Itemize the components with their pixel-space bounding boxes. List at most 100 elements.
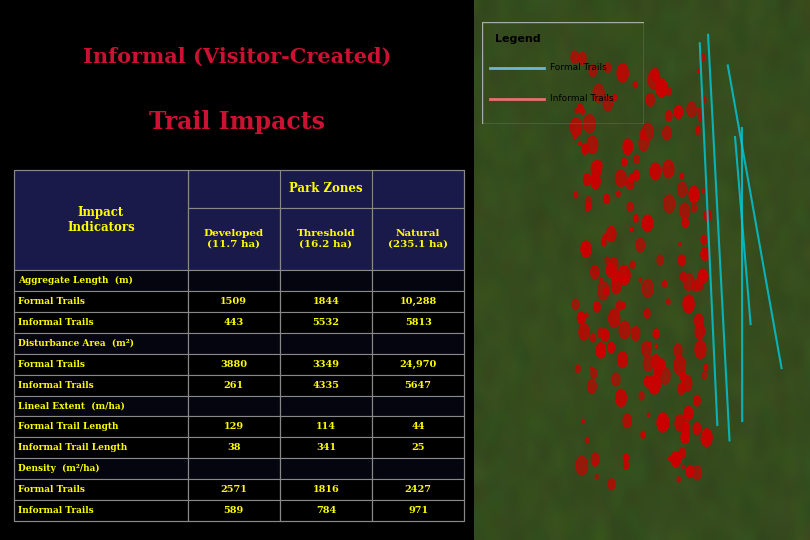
Circle shape: [570, 118, 582, 136]
Circle shape: [639, 392, 644, 400]
Circle shape: [642, 279, 653, 297]
Circle shape: [701, 235, 707, 245]
Circle shape: [639, 278, 642, 282]
Circle shape: [622, 158, 627, 166]
Circle shape: [590, 367, 592, 370]
Bar: [372, 416, 464, 437]
Circle shape: [617, 352, 628, 368]
Circle shape: [679, 242, 681, 246]
Text: Trail Impacts: Trail Impacts: [149, 110, 325, 133]
Circle shape: [612, 271, 618, 282]
Circle shape: [701, 247, 709, 261]
Circle shape: [702, 248, 710, 259]
Text: Informal Trail Length: Informal Trail Length: [18, 443, 127, 453]
Circle shape: [586, 313, 588, 318]
Circle shape: [595, 474, 599, 479]
Text: Aggregate Length  (m): Aggregate Length (m): [18, 276, 133, 285]
Bar: [279, 312, 372, 333]
Circle shape: [584, 114, 595, 133]
Circle shape: [627, 202, 633, 212]
Circle shape: [581, 109, 585, 114]
Bar: [372, 208, 464, 270]
Circle shape: [603, 194, 610, 204]
Bar: [372, 312, 464, 333]
Circle shape: [702, 372, 706, 379]
Circle shape: [700, 53, 705, 62]
Circle shape: [692, 281, 698, 292]
Circle shape: [687, 102, 696, 117]
Circle shape: [656, 79, 667, 97]
Text: Formal Trails: Formal Trails: [18, 360, 85, 369]
Circle shape: [583, 174, 590, 185]
Text: 2571: 2571: [220, 485, 247, 494]
Bar: [372, 500, 464, 521]
Circle shape: [623, 139, 633, 154]
Circle shape: [587, 136, 598, 153]
Circle shape: [616, 170, 626, 187]
Circle shape: [694, 314, 703, 328]
Circle shape: [579, 323, 589, 340]
Bar: [188, 480, 279, 500]
Bar: [188, 416, 279, 437]
Text: Disturbance Area  (m²): Disturbance Area (m²): [18, 339, 134, 348]
Circle shape: [671, 451, 680, 467]
Circle shape: [693, 423, 701, 434]
Text: 4335: 4335: [313, 381, 339, 389]
Circle shape: [680, 272, 686, 281]
Bar: [188, 208, 279, 270]
Circle shape: [578, 104, 582, 112]
Bar: [372, 395, 464, 416]
Circle shape: [684, 406, 693, 420]
Circle shape: [663, 281, 667, 287]
Bar: [15, 270, 188, 291]
Circle shape: [616, 191, 620, 197]
Circle shape: [657, 413, 669, 432]
Circle shape: [640, 130, 646, 139]
Circle shape: [647, 413, 650, 417]
Bar: [188, 270, 279, 291]
Text: Informal Trails: Informal Trails: [550, 94, 614, 103]
Text: 1816: 1816: [313, 485, 339, 494]
Circle shape: [704, 210, 711, 221]
Circle shape: [605, 257, 609, 264]
Circle shape: [700, 281, 702, 285]
Bar: [15, 480, 188, 500]
Circle shape: [654, 72, 658, 79]
Text: 24,970: 24,970: [399, 360, 437, 369]
Circle shape: [613, 94, 616, 100]
Bar: [279, 291, 372, 312]
Bar: [372, 458, 464, 480]
Circle shape: [629, 174, 634, 182]
Text: Informal Trails: Informal Trails: [18, 318, 94, 327]
Circle shape: [624, 454, 629, 462]
Circle shape: [634, 155, 639, 163]
Circle shape: [667, 87, 671, 96]
Circle shape: [608, 342, 615, 353]
Circle shape: [633, 170, 640, 180]
Text: Informal Trails: Informal Trails: [18, 506, 94, 515]
Text: 1844: 1844: [313, 297, 339, 306]
Circle shape: [608, 479, 615, 490]
Bar: [279, 375, 372, 395]
Text: 5647: 5647: [405, 381, 432, 389]
Circle shape: [633, 82, 637, 88]
Circle shape: [645, 309, 650, 318]
Bar: [188, 333, 279, 354]
Circle shape: [678, 183, 687, 197]
Bar: [15, 375, 188, 395]
Circle shape: [658, 359, 665, 370]
Circle shape: [702, 189, 705, 193]
Bar: [15, 291, 188, 312]
Circle shape: [683, 427, 689, 438]
Text: 25: 25: [411, 443, 425, 453]
Circle shape: [631, 327, 640, 340]
Circle shape: [646, 93, 654, 106]
Circle shape: [603, 96, 612, 111]
Circle shape: [659, 368, 670, 384]
Text: 3349: 3349: [313, 360, 339, 369]
Circle shape: [587, 380, 596, 394]
Bar: [279, 270, 372, 291]
Circle shape: [582, 420, 584, 423]
Circle shape: [642, 341, 651, 356]
Bar: [188, 437, 279, 458]
